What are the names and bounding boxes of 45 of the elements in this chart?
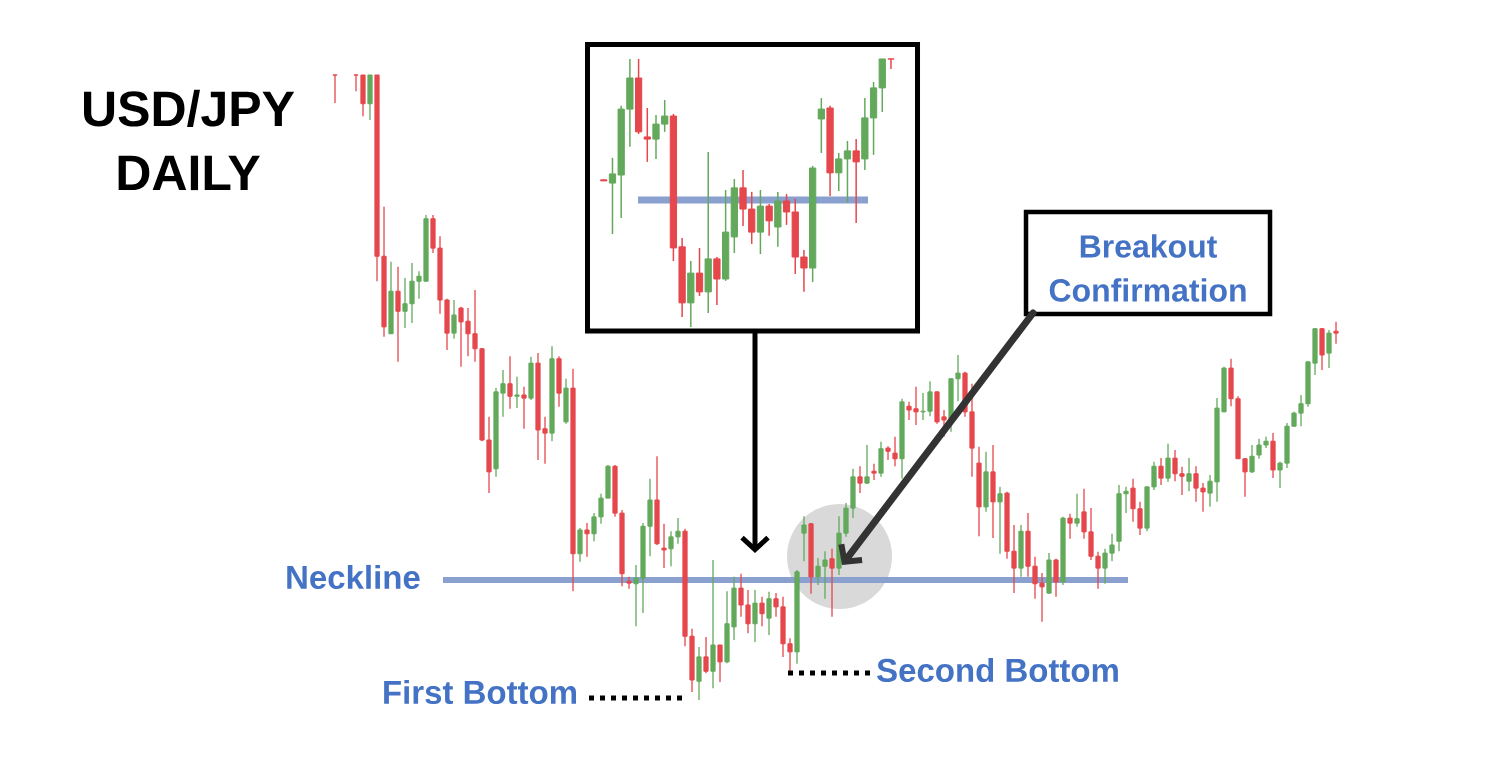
candlestick bbox=[1326, 329, 1332, 369]
candlestick bbox=[766, 591, 772, 636]
candlestick bbox=[1053, 558, 1059, 598]
candlestick bbox=[997, 486, 1003, 555]
candlestick bbox=[1186, 457, 1192, 492]
candlestick bbox=[759, 596, 765, 627]
candlestick bbox=[584, 522, 590, 558]
candlestick bbox=[521, 386, 527, 430]
text: USD/JPY DAILY bbox=[84, 89, 295, 191]
candlestick bbox=[817, 97, 825, 154]
candlestick bbox=[887, 58, 895, 70]
candlestick bbox=[703, 636, 709, 674]
candlestick bbox=[829, 548, 835, 618]
candlestick bbox=[626, 576, 632, 590]
candlestick bbox=[577, 527, 583, 563]
candlestick bbox=[885, 445, 891, 461]
candlestick bbox=[1158, 457, 1164, 486]
candlestick bbox=[1165, 443, 1171, 483]
candlestick bbox=[1249, 444, 1255, 474]
candlestick bbox=[713, 256, 721, 306]
candlestick bbox=[857, 465, 863, 494]
candlestick bbox=[1067, 513, 1073, 540]
candlestick bbox=[451, 299, 457, 340]
candlestick bbox=[852, 138, 860, 224]
candlestick bbox=[514, 376, 520, 409]
candlestick bbox=[1333, 321, 1339, 345]
ref-line-label: Neckline bbox=[287, 564, 420, 590]
candlestick bbox=[752, 589, 758, 643]
candlestick bbox=[892, 436, 898, 467]
candlestick bbox=[871, 463, 877, 481]
candlestick bbox=[332, 74, 338, 104]
candlestick bbox=[801, 515, 807, 562]
candlestick bbox=[395, 266, 401, 363]
candlestick bbox=[765, 203, 773, 237]
candlestick bbox=[1074, 493, 1080, 528]
candlestick bbox=[353, 74, 359, 92]
candlestick bbox=[717, 644, 723, 683]
candlestick bbox=[661, 523, 667, 569]
annotation: Second Bottom bbox=[877, 657, 1118, 683]
candlestick bbox=[507, 355, 513, 410]
candlestick bbox=[643, 107, 651, 163]
annotation: Breakout Confirmation bbox=[1049, 234, 1246, 302]
candlestick bbox=[864, 444, 870, 485]
candlestick bbox=[695, 247, 704, 297]
annotation: First Bottom bbox=[384, 679, 577, 705]
